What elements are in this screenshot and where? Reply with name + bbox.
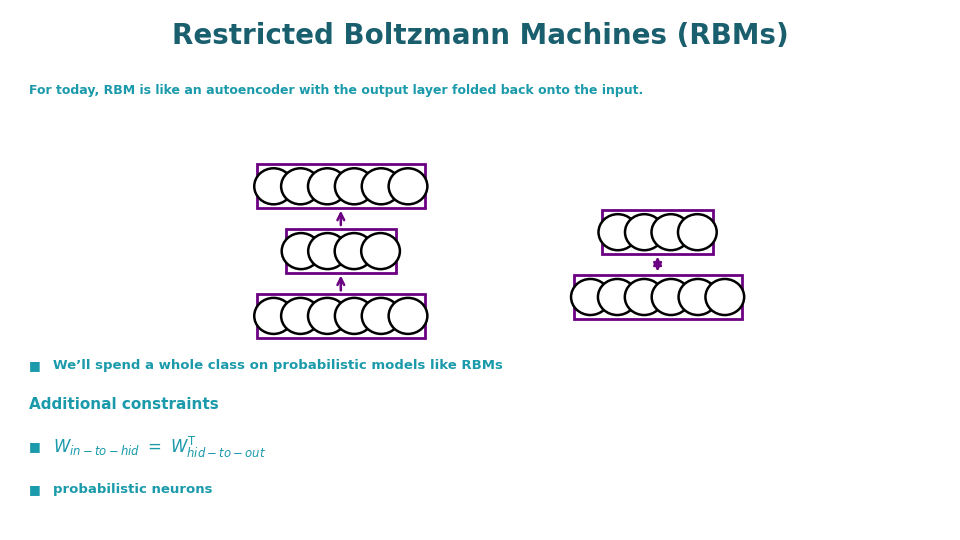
Ellipse shape bbox=[335, 168, 373, 204]
Text: For today, RBM is like an autoencoder with the output layer folded back onto the: For today, RBM is like an autoencoder wi… bbox=[29, 84, 643, 97]
FancyBboxPatch shape bbox=[286, 229, 396, 273]
Ellipse shape bbox=[308, 168, 347, 204]
Ellipse shape bbox=[254, 298, 293, 334]
Text: ■: ■ bbox=[29, 359, 40, 372]
Ellipse shape bbox=[308, 233, 347, 269]
Ellipse shape bbox=[254, 168, 293, 204]
Ellipse shape bbox=[281, 298, 320, 334]
Text: probabilistic neurons: probabilistic neurons bbox=[53, 483, 212, 496]
Ellipse shape bbox=[389, 168, 427, 204]
Ellipse shape bbox=[335, 298, 373, 334]
Ellipse shape bbox=[625, 214, 663, 250]
Ellipse shape bbox=[389, 298, 427, 334]
Text: ■: ■ bbox=[29, 483, 40, 496]
Ellipse shape bbox=[598, 279, 636, 315]
Ellipse shape bbox=[598, 214, 637, 250]
Text: ■: ■ bbox=[29, 440, 40, 453]
FancyBboxPatch shape bbox=[603, 210, 712, 254]
Ellipse shape bbox=[362, 168, 400, 204]
Ellipse shape bbox=[571, 279, 610, 315]
Ellipse shape bbox=[335, 233, 373, 269]
FancyBboxPatch shape bbox=[574, 275, 741, 319]
Ellipse shape bbox=[679, 279, 717, 315]
Ellipse shape bbox=[281, 233, 321, 269]
Ellipse shape bbox=[308, 298, 347, 334]
Ellipse shape bbox=[625, 279, 663, 315]
FancyBboxPatch shape bbox=[256, 294, 424, 338]
Ellipse shape bbox=[652, 279, 690, 315]
Ellipse shape bbox=[362, 298, 400, 334]
Ellipse shape bbox=[678, 214, 717, 250]
Ellipse shape bbox=[281, 168, 320, 204]
Ellipse shape bbox=[652, 214, 690, 250]
Text: We’ll spend a whole class on probabilistic models like RBMs: We’ll spend a whole class on probabilist… bbox=[53, 359, 503, 372]
Ellipse shape bbox=[361, 233, 400, 269]
Text: $W_{in-to-hid}\ =\ W^{\mathrm{T}}_{hid-to-out}$: $W_{in-to-hid}\ =\ W^{\mathrm{T}}_{hid-t… bbox=[53, 435, 266, 460]
Ellipse shape bbox=[706, 279, 744, 315]
Text: Restricted Boltzmann Machines (RBMs): Restricted Boltzmann Machines (RBMs) bbox=[172, 22, 788, 50]
Text: Additional constraints: Additional constraints bbox=[29, 397, 219, 412]
FancyBboxPatch shape bbox=[256, 164, 424, 208]
